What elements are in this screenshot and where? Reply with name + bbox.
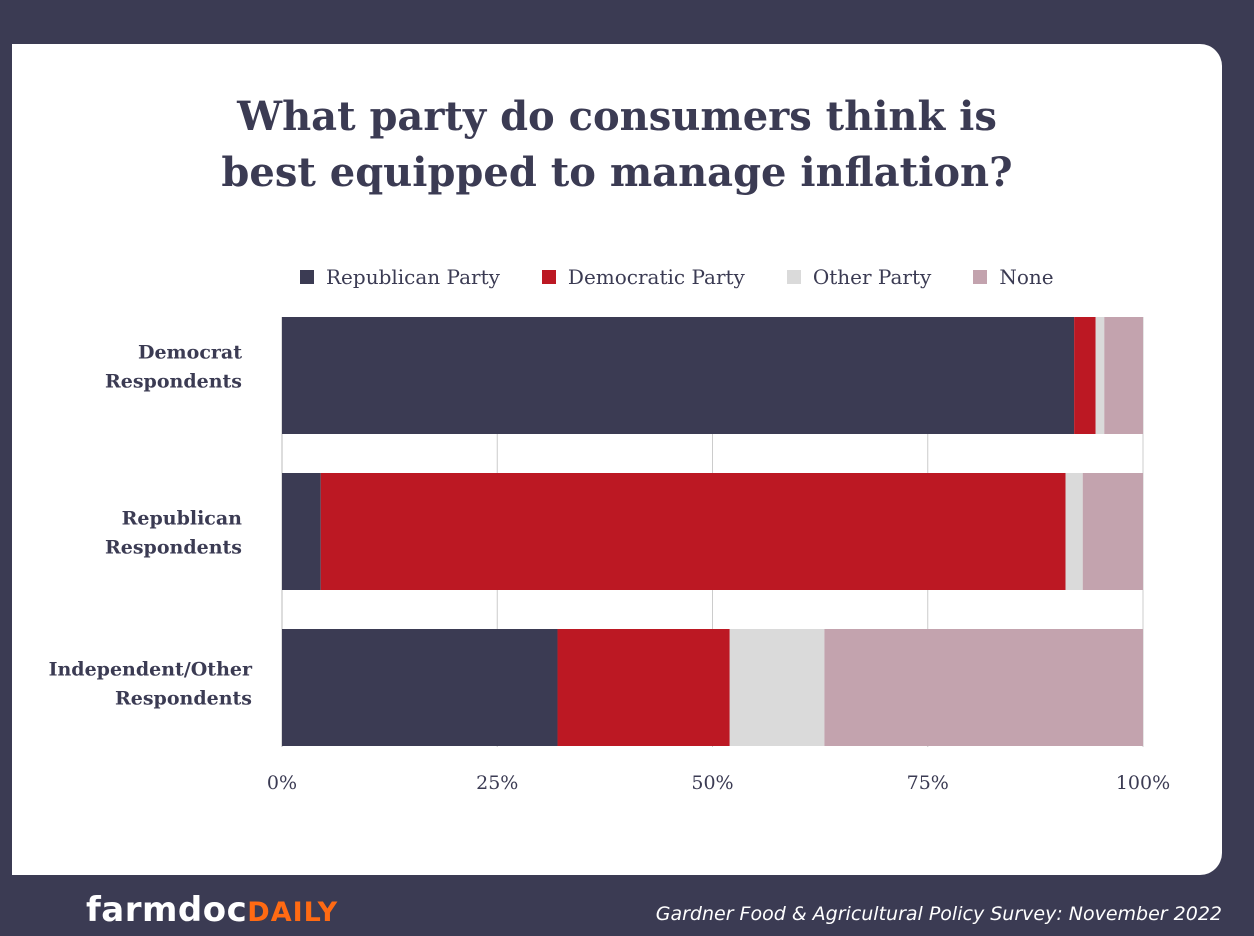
bar-0-3 bbox=[1104, 317, 1143, 434]
chart-title-line-2: best equipped to manage inflation? bbox=[221, 149, 1013, 196]
category-label-1: Republican Respondents bbox=[105, 508, 242, 559]
bar-2-1 bbox=[557, 629, 730, 746]
tick-label-4: 100% bbox=[1116, 772, 1170, 794]
legend-item-3: None bbox=[973, 265, 1054, 289]
chart-title-line-1: What party do consumers think is bbox=[237, 93, 997, 140]
bar-0-2 bbox=[1095, 317, 1105, 434]
legend-swatch-0 bbox=[300, 270, 314, 284]
logo-text-daily: DAILY bbox=[247, 897, 339, 928]
chart-legend: Republican Party Democratic Party Other Pa… bbox=[300, 262, 1096, 292]
legend-label-2: Other Party bbox=[812, 265, 932, 289]
legend-item-1: Democratic Party bbox=[541, 265, 745, 289]
legend-label-3: None bbox=[999, 265, 1054, 289]
bar-0-0 bbox=[282, 317, 1075, 434]
legend-swatch-1 bbox=[541, 270, 556, 284]
legend-item-2: Other Party bbox=[786, 265, 932, 289]
bar-2-0 bbox=[282, 629, 558, 746]
bar-2-2 bbox=[729, 629, 825, 746]
bar-2-3 bbox=[824, 629, 1143, 746]
bar-0-1 bbox=[1074, 317, 1096, 434]
bar-1-0 bbox=[282, 473, 321, 590]
legend-label-0: Republican Party bbox=[326, 265, 500, 289]
category-label-2: Independent/Other Respondents bbox=[49, 659, 253, 710]
chart-title: What party do consumers think is best eq… bbox=[12, 89, 1222, 201]
tick-label-3: 75% bbox=[907, 772, 949, 794]
bar-1-1 bbox=[320, 473, 1066, 590]
tick-label-2: 50% bbox=[691, 772, 733, 794]
bar-1-2 bbox=[1065, 473, 1083, 590]
category-label-0: Democrat Respondents bbox=[105, 342, 242, 393]
tick-label-0: 0% bbox=[267, 772, 297, 794]
bar-1-3 bbox=[1082, 473, 1143, 590]
tick-label-1: 25% bbox=[476, 772, 518, 794]
legend-swatch-2 bbox=[786, 270, 801, 284]
legend-label-1: Democratic Party bbox=[567, 265, 745, 289]
farmdoc-daily-logo: farmdocDAILY bbox=[86, 890, 338, 933]
source-credit: Gardner Food & Agricultural Policy Surve… bbox=[655, 903, 1222, 925]
legend-item-0: Republican Party bbox=[300, 265, 500, 289]
legend-swatch-3 bbox=[973, 270, 988, 284]
logo-text-farmdoc: farmdoc bbox=[86, 890, 248, 930]
